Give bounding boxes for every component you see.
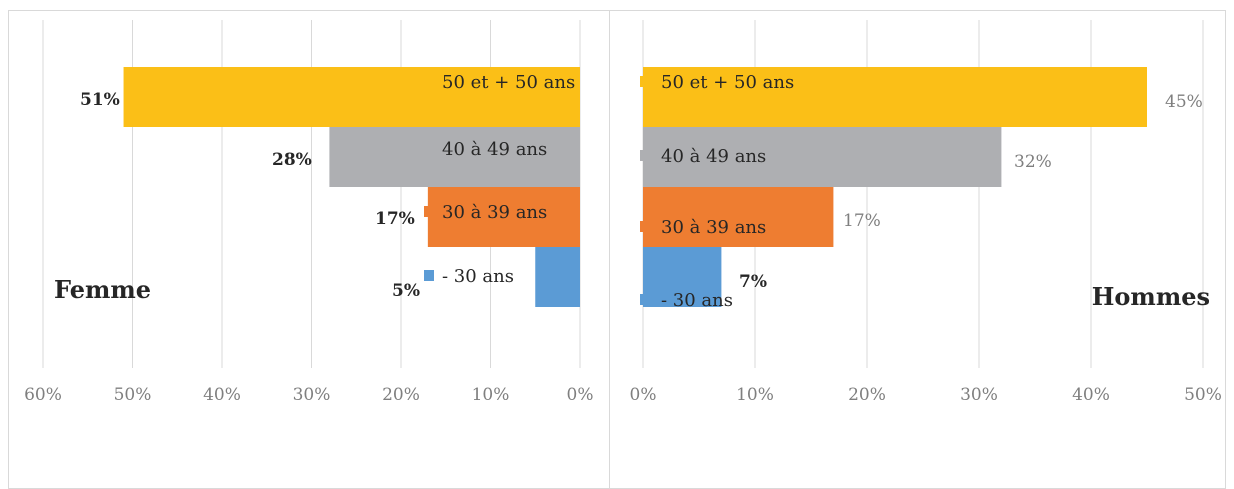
- labels: 50 et + 50 ans 51% 40 à 49 ans 28% 30 à 39 a…: [80, 72, 1203, 311]
- femme-data-label: 5%: [392, 281, 420, 301]
- hommes-category-label: 50 et + 50 ans: [661, 72, 794, 93]
- left-tick-label: 40%: [203, 385, 241, 405]
- femme-category-label: 50 et + 50 ans: [442, 72, 575, 93]
- femme-bar-30-39-ans: [427, 187, 580, 247]
- right-tick-label: 40%: [1072, 385, 1110, 405]
- left-tick-label: 50%: [114, 385, 152, 405]
- right-tick-label: 0%: [630, 385, 657, 405]
- femme-bar-30-ans: [535, 247, 580, 307]
- left-tick-label: 30%: [293, 385, 331, 405]
- femme-series-marker-30-39-ans: [424, 206, 434, 217]
- hommes-data-label: 7%: [739, 272, 767, 292]
- femme-bar-50-et-50-ans: [123, 67, 581, 127]
- hommes-data-label: 45%: [1165, 92, 1203, 112]
- left-tick-label: 60%: [24, 385, 62, 405]
- hommes-title: Hommes: [1092, 282, 1210, 311]
- femme-category-label: 30 à 39 ans: [442, 202, 547, 223]
- left-tick-label: 20%: [382, 385, 420, 405]
- hommes-bar-30-ans: [643, 247, 722, 307]
- femme-category-label: - 30 ans: [442, 266, 514, 287]
- hommes-data-label: 32%: [1014, 152, 1052, 172]
- femme-bar-40-49-ans: [329, 127, 580, 187]
- hommes-series-marker-30-ans: [640, 294, 645, 305]
- hommes-category-label: - 30 ans: [661, 290, 733, 311]
- tick-labels: 60% 50% 40% 30% 20% 10% 0% 0% 10% 20% 30% 40% 50%: [24, 385, 1222, 405]
- femme-category-label: 40 à 49 ans: [442, 139, 547, 160]
- femme-data-label: 28%: [272, 150, 312, 170]
- femme-series-marker-50-et-50-ans: [424, 76, 434, 87]
- hommes-series-marker-30-39-ans: [640, 221, 645, 232]
- right-tick-label: 10%: [736, 385, 774, 405]
- hommes-bar-30-39-ans: [643, 187, 834, 247]
- femme-data-label: 17%: [375, 209, 415, 229]
- femme-title: Femme: [54, 275, 151, 304]
- right-tick-label: 30%: [960, 385, 998, 405]
- hommes-series-marker-40-49-ans: [640, 150, 645, 161]
- bars: [123, 67, 1147, 307]
- hommes-category-label: 30 à 39 ans: [661, 217, 766, 238]
- femme-data-label: 51%: [80, 90, 120, 110]
- hommes-data-label: 17%: [843, 211, 881, 231]
- right-tick-label: 20%: [848, 385, 886, 405]
- left-tick-label: 10%: [472, 385, 510, 405]
- right-tick-label: 50%: [1184, 385, 1222, 405]
- hommes-category-label: 40 à 49 ans: [661, 146, 766, 167]
- hommes-bar-40-49-ans: [643, 127, 1002, 187]
- hommes-bar-50-et-50-ans: [643, 67, 1147, 127]
- femme-series-marker-30-ans: [424, 270, 434, 281]
- femme-series-marker-40-49-ans: [424, 143, 434, 154]
- left-tick-label: 0%: [567, 385, 594, 405]
- hommes-series-marker-50-et-50-ans: [640, 76, 645, 87]
